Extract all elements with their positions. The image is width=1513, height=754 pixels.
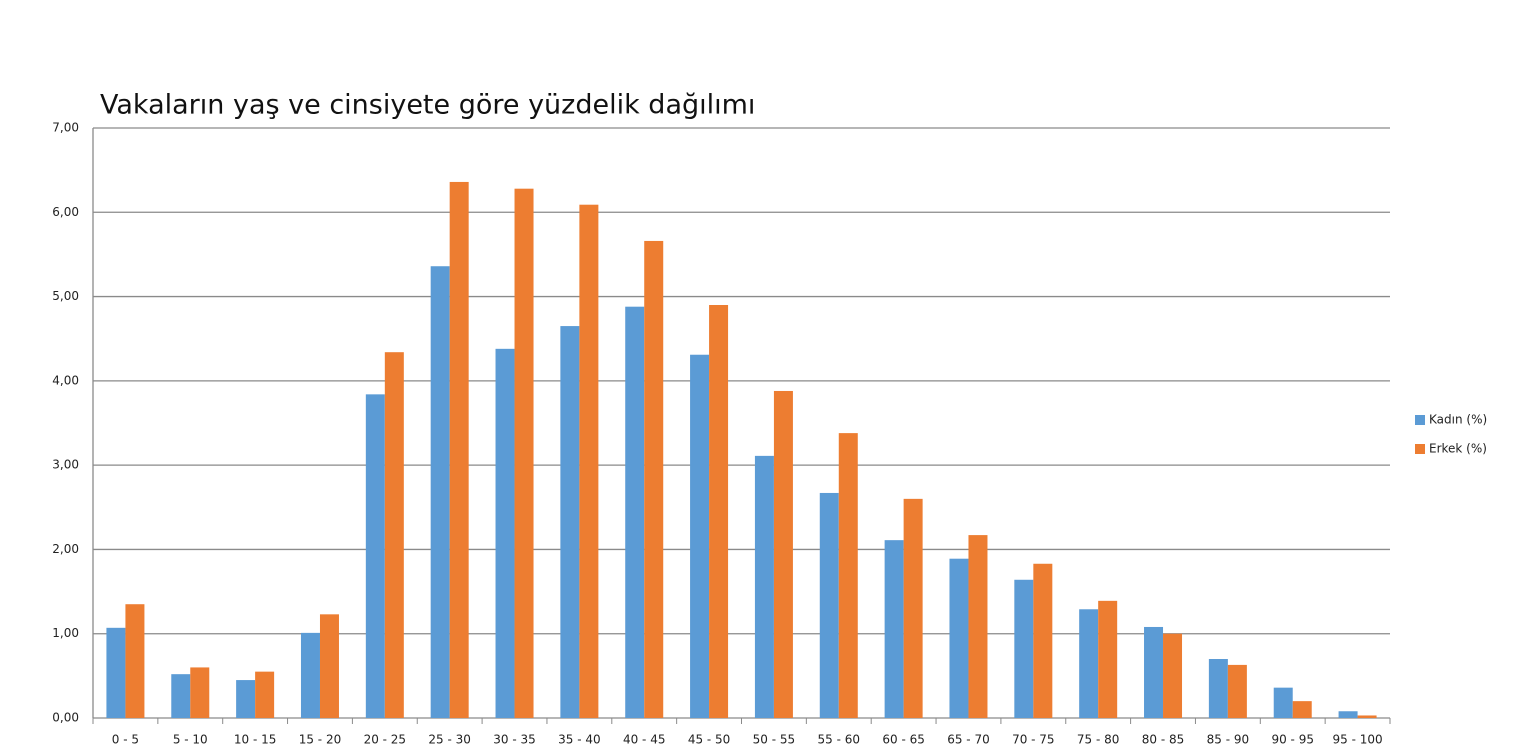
x-tick-label: 50 - 55	[753, 733, 796, 747]
legend-swatch	[1415, 415, 1425, 425]
y-tick-label: 4,00	[52, 373, 79, 387]
x-tick-label: 70 - 75	[1012, 733, 1055, 747]
bar	[449, 181, 469, 718]
bar	[884, 540, 904, 718]
y-tick-label: 3,00	[52, 458, 79, 472]
bar	[625, 306, 645, 718]
chart-title: Vakaların yaş ve cinsiyete göre yüzdelik…	[100, 90, 755, 121]
x-tick-label: 45 - 50	[688, 733, 731, 747]
bar	[1227, 664, 1247, 718]
x-tick-label: 85 - 90	[1207, 733, 1250, 747]
x-tick-label: 40 - 45	[623, 733, 666, 747]
bar	[579, 204, 599, 718]
bar	[903, 498, 923, 718]
x-tick-label: 95 - 100	[1333, 733, 1383, 747]
y-tick-label: 7,00	[52, 121, 79, 135]
bar	[300, 632, 320, 718]
bar	[1357, 715, 1377, 718]
legend-label: Kadın (%)	[1429, 413, 1487, 427]
x-tick-label: 10 - 15	[234, 733, 277, 747]
y-tick-label: 6,00	[52, 205, 79, 219]
x-tick-label: 60 - 65	[882, 733, 925, 747]
x-tick-label: 0 - 5	[112, 733, 139, 747]
x-tick-label: 20 - 25	[364, 733, 407, 747]
bar	[1208, 659, 1228, 718]
legend-label: Erkek (%)	[1429, 442, 1487, 456]
y-tick-label: 5,00	[52, 289, 79, 303]
bar	[1033, 563, 1053, 718]
bar	[171, 674, 191, 718]
x-tick-label: 75 - 80	[1077, 733, 1120, 747]
bar	[690, 354, 710, 718]
bar	[644, 240, 664, 718]
bar	[1292, 701, 1312, 718]
bar	[1014, 579, 1034, 718]
bar	[1144, 626, 1164, 718]
bar	[495, 348, 515, 718]
bar	[560, 326, 580, 718]
bar	[236, 680, 256, 718]
bar	[754, 455, 774, 718]
bar	[365, 394, 385, 718]
bar	[125, 604, 145, 718]
bar	[1079, 609, 1099, 718]
y-tick-label: 1,00	[52, 626, 79, 640]
x-tick-label: 80 - 85	[1142, 733, 1185, 747]
x-tick-label: 15 - 20	[299, 733, 342, 747]
bar	[514, 188, 534, 718]
bar	[838, 433, 858, 718]
legend-swatch	[1415, 444, 1425, 454]
x-tick-label: 35 - 40	[558, 733, 601, 747]
bar	[1273, 687, 1293, 718]
bar	[968, 535, 988, 718]
bar	[319, 614, 339, 718]
bar	[773, 390, 793, 718]
x-tick-label: 5 - 10	[173, 733, 208, 747]
x-tick-label: 25 - 30	[428, 733, 471, 747]
x-tick-label: 65 - 70	[947, 733, 990, 747]
bar	[384, 352, 404, 718]
bar	[1163, 633, 1183, 718]
y-tick-label: 0,00	[52, 711, 79, 725]
bar	[1098, 600, 1118, 718]
bar	[255, 671, 275, 718]
x-tick-label: 30 - 35	[493, 733, 536, 747]
bar	[949, 558, 969, 718]
bar	[819, 492, 839, 718]
y-tick-label: 2,00	[52, 542, 79, 556]
bar	[106, 627, 126, 718]
bar	[1338, 711, 1358, 718]
bar	[709, 305, 729, 718]
bar	[190, 667, 210, 718]
x-tick-label: 55 - 60	[818, 733, 861, 747]
x-tick-label: 90 - 95	[1271, 733, 1314, 747]
bar	[430, 266, 450, 718]
